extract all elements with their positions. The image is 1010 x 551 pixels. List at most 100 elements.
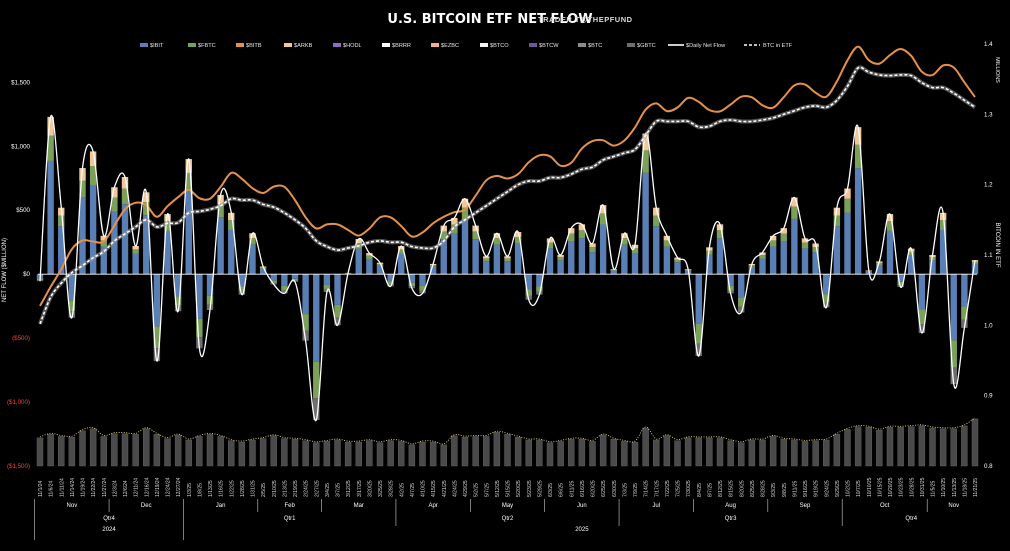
x-tick-label-56: 7/9/25 xyxy=(633,483,639,497)
x-tick-label-72: 9/16/25 xyxy=(803,480,809,497)
flow-bar-ibit-44 xyxy=(504,261,511,275)
flow-bar-ibit-77 xyxy=(854,168,862,275)
flow-bar-fbtc-48 xyxy=(546,242,554,249)
x-tick-label-60: 7/25/25 xyxy=(676,480,682,497)
x-tick-label-15: 1/8/25 xyxy=(197,483,203,497)
flow-bar-gbtc-26 xyxy=(313,398,320,420)
btc-in-etf-bar-36 xyxy=(419,441,426,467)
flow-bar-ibit-8 xyxy=(121,204,129,275)
x-tick-label-28: 3/7/25 xyxy=(336,483,342,497)
btc-in-etf-bar-45 xyxy=(514,436,522,467)
legend-swatch-4 xyxy=(333,43,341,47)
btc-in-etf-bar-21 xyxy=(259,438,267,467)
btc-in-etf-bar-20 xyxy=(249,439,256,467)
flow-bar-arkb-9 xyxy=(132,246,139,250)
flow-bar-gbtc-86 xyxy=(950,367,957,385)
flow-bar-ibit-66 xyxy=(738,274,745,298)
x-tick-label-88: 11/21/25 xyxy=(973,478,979,497)
x-tick-label-21: 2/5/25 xyxy=(261,483,267,497)
years-label-0: 2024 xyxy=(102,527,116,533)
flow-bar-fbtc-41 xyxy=(472,231,479,240)
flow-bar-fbtc-43 xyxy=(493,238,501,245)
btc-in-etf-bar-66 xyxy=(738,442,745,467)
legend-label-10: $GBTC xyxy=(637,43,656,49)
flow-bar-arkb-57 xyxy=(642,133,649,151)
btc-in-etf-bar-25 xyxy=(302,440,309,467)
x-tick-label-4: 11/19/24 xyxy=(81,478,87,497)
flow-bar-arkb-14 xyxy=(185,159,192,173)
flow-bar-arkb-70 xyxy=(780,228,787,234)
x-tick-label-48: 6/3/25 xyxy=(548,483,554,497)
btc-in-etf-bar-30 xyxy=(355,441,362,467)
flow-bar-ibit-41 xyxy=(472,239,479,275)
x-tick-label-49: 6/6/25 xyxy=(559,483,565,497)
flow-bar-ibit-65 xyxy=(727,274,734,286)
flow-bar-ibit-74 xyxy=(823,274,830,295)
x-tick-label-53: 6/25/25 xyxy=(601,480,607,497)
btc-in-etf-bar-41 xyxy=(472,436,479,467)
x-tick-label-52: 6/20/25 xyxy=(591,480,597,497)
flow-bar-arkb-5 xyxy=(89,151,97,167)
x-tick-label-43: 5/12/25 xyxy=(495,480,501,497)
btc-in-etf-bar-8 xyxy=(121,433,129,467)
flow-bar-arkb-52 xyxy=(589,243,596,248)
flow-bar-fbtc-50 xyxy=(568,233,575,242)
flow-bar-fbtc-16 xyxy=(206,295,214,305)
flow-bar-fbtc-14 xyxy=(185,172,192,192)
flow-bar-ibit-13 xyxy=(174,274,182,297)
flow-bar-arkb-45 xyxy=(514,231,522,238)
flow-bar-fbtc-5 xyxy=(89,166,97,186)
flow-bar-arkb-8 xyxy=(121,176,129,189)
btc-in-etf-bar-70 xyxy=(780,439,787,467)
flow-bar-ibit-20 xyxy=(249,244,256,275)
btc-in-etf-bar-1 xyxy=(47,434,54,467)
flow-bar-ibit-34 xyxy=(398,253,405,275)
x-tick-label-75: 9/29/25 xyxy=(835,480,841,497)
x-tick-label-70: 9/8/25 xyxy=(782,483,788,497)
flow-bar-fbtc-40 xyxy=(461,207,469,220)
btc-in-etf-bar-38 xyxy=(440,444,447,467)
flow-bar-fbtc-52 xyxy=(589,247,596,253)
flow-bar-arkb-17 xyxy=(217,194,224,205)
btc-in-etf-bar-59 xyxy=(663,435,671,467)
x-tick-label-85: 11/10/25 xyxy=(941,478,947,497)
flow-bar-ibit-31 xyxy=(366,258,373,275)
x-tick-label-82: 10/28/25 xyxy=(909,477,915,497)
btc-in-etf-bar-9 xyxy=(132,434,139,467)
btc-in-etf-bar-26 xyxy=(313,442,320,467)
flow-bar-fbtc-62 xyxy=(695,323,702,344)
flow-bar-ibit-1 xyxy=(47,160,54,275)
flow-bar-ibit-43 xyxy=(493,244,501,275)
flow-bar-arkb-80 xyxy=(886,214,894,222)
x-tick-label-68: 8/28/25 xyxy=(761,480,767,497)
y2-tick-label-3: 1.1 xyxy=(984,252,993,259)
bitb-line xyxy=(39,45,976,307)
flow-bar-fbtc-20 xyxy=(249,238,256,245)
flow-bar-fbtc-72 xyxy=(801,242,809,249)
flow-bar-fbtc-38 xyxy=(440,231,447,240)
x-tick-label-69: 9/3/25 xyxy=(771,483,777,497)
flow-bar-fbtc-57 xyxy=(642,150,649,173)
x-tick-label-36: 4/10/25 xyxy=(421,480,427,497)
bitb-trend-path xyxy=(39,45,976,307)
btc-in-etf-bar-3 xyxy=(68,436,76,467)
flow-bar-fbtc-58 xyxy=(653,215,660,227)
x-tick-label-66: 8/20/25 xyxy=(739,480,745,497)
flow-bar-fbtc-54 xyxy=(610,269,617,271)
chart-title: U.S. BITCOIN ETF NET FLOW xyxy=(387,12,592,27)
btc-in-etf-bar-64 xyxy=(716,437,724,467)
flow-bar-gbtc-11 xyxy=(153,348,161,362)
flow-bar-ibit-27 xyxy=(323,274,331,285)
legend-swatch-3 xyxy=(284,43,292,47)
y-tick-label-3: $0 xyxy=(23,271,30,278)
legend-swatch-7 xyxy=(480,43,488,47)
flow-bar-fbtc-86 xyxy=(950,340,957,368)
flow-bar-arkb-7 xyxy=(111,187,118,198)
flow-bar-ibit-82 xyxy=(908,255,915,275)
flow-bar-ibit-30 xyxy=(355,248,362,275)
flow-bar-ibit-60 xyxy=(674,262,681,275)
btc-in-etf-bar-85 xyxy=(939,428,947,467)
legend-label-0: $IBIT xyxy=(150,43,164,49)
flow-bar-fbtc-68 xyxy=(759,255,766,259)
